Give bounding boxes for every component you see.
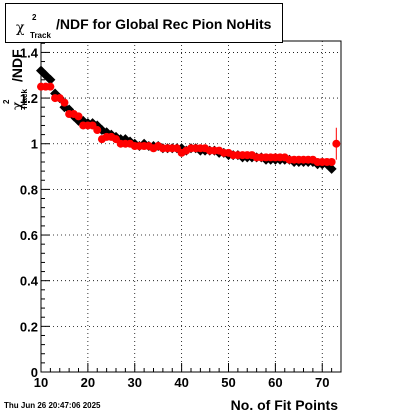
x-tick-label: 40 [174,375,188,390]
plot-frame [40,40,342,373]
chart-title: /NDF for Global Rec Pion NoHits [56,16,272,32]
series-red-point [327,157,336,166]
series-red-point [60,98,69,107]
series-black-point [45,74,56,85]
y-tick-label: 0.2 [20,319,38,334]
x-tick-label: 10 [34,375,48,390]
series-red-point [332,139,341,148]
title-subscript: Track [30,31,51,40]
x-tick-label: 30 [128,375,142,390]
ylabel-ndf: /NDF [9,49,25,82]
x-axis-label: No. of Fit Points [230,397,338,413]
series-red-point [74,112,83,121]
series-red-point [46,82,55,91]
series-layer [36,65,341,174]
ylabel-superscript: 2 [2,99,11,104]
x-tick-label: 50 [221,375,235,390]
y-tick-label: 0.4 [20,274,39,289]
x-tick-label: 20 [81,375,95,390]
y-tick-label: 0.8 [20,182,38,197]
series-black-point [326,163,337,174]
axis-layer: 10 20 30 40 50 60 70 0 0.2 0.4 0.6 0.8 1 1.2 1.4 [20,40,342,390]
y-tick-label: 1 [31,137,38,152]
x-tick-label: 60 [268,375,282,390]
timestamp: Thu Jun 26 20:47:06 2025 [4,401,101,410]
x-tick-label: 70 [315,375,329,390]
y-tick-label: 0.6 [20,228,38,243]
title-box: χ 2 Track /NDF for Global Rec Pion NoHit… [5,3,283,43]
title-chi-symbol: χ [16,20,25,36]
series-red-point [93,126,102,135]
y-tick-label: 1.2 [20,91,38,106]
y-tick-label: 1.4 [20,45,39,60]
ylabel-subscript: Track [20,89,29,110]
y-tick-label: 0 [31,365,38,380]
title-superscript: 2 [32,13,37,22]
grid-layer [40,41,341,372]
